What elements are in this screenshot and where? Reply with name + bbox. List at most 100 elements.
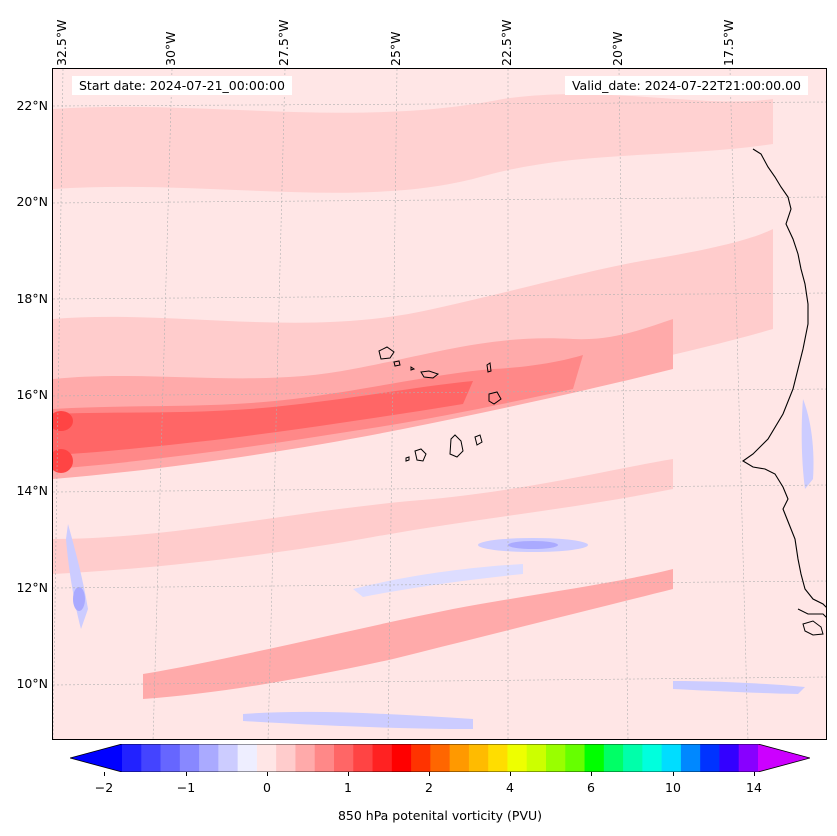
island-santiago [449, 434, 464, 458]
lon-label-27-5w: 27.5°W [276, 19, 291, 66]
colorbar-segment [430, 744, 451, 772]
lat-label-18n: 18°N [16, 291, 48, 306]
graticule-10n [53, 676, 826, 686]
graticule-32-5w [53, 69, 64, 739]
colorbar-segment [642, 744, 663, 772]
colorbar-segment [546, 744, 566, 772]
colorbar-segment [603, 744, 624, 772]
lon-label-20w: 20°W [610, 31, 625, 66]
lon-label-17-5w: 17.5°W [721, 19, 736, 66]
colorbar-segment [661, 744, 682, 772]
colorbar-segment [449, 744, 470, 772]
graticule-14n [53, 484, 826, 493]
colorbar-segment [256, 744, 277, 772]
pv-band-13N [53, 459, 673, 574]
island-santo-antao [378, 346, 395, 360]
island-brava [405, 456, 410, 462]
colorbar-segment [199, 744, 219, 772]
valid-date-box: Valid_date: 2024-07-22T21:00:00.00 [564, 76, 808, 95]
colorbar-segment [468, 744, 489, 772]
lon-label-32-5w: 32.5°W [54, 19, 69, 66]
cb-tick-4: 4 [506, 780, 514, 795]
colorbar-segment [391, 744, 412, 772]
colorbar-segment [334, 744, 354, 772]
cb-tickmark [673, 772, 674, 776]
colorbar-svg [68, 743, 812, 773]
colorbar-segment [372, 744, 393, 772]
cape-verde-islands [378, 346, 502, 462]
coast-guinea-bissau [797, 608, 826, 618]
pv-band-16N [53, 94, 773, 479]
cb-tick-6: 6 [587, 780, 595, 795]
lat-label-12n: 12°N [16, 580, 48, 595]
pv-band-10N [143, 569, 673, 699]
colorbar-extend-low [70, 744, 122, 772]
bijagos-islands [802, 620, 824, 636]
island-sal [486, 362, 492, 373]
graticule-12n [53, 580, 826, 589]
cb-tick-0: 0 [263, 780, 271, 795]
cb-tickmark [267, 772, 268, 776]
colorbar-segment [738, 744, 759, 772]
lat-label-20n: 20°N [16, 194, 48, 209]
cb-tickmark [754, 772, 755, 776]
island-sao-nicolau [420, 370, 440, 379]
lat-label-14n: 14°N [16, 483, 48, 498]
neg-pv-12N [353, 564, 523, 597]
graticule-16n [53, 388, 826, 397]
negative-pv-band-9N [66, 399, 814, 729]
neg-pv-9N-outer [243, 711, 473, 729]
colorbar [68, 743, 812, 773]
colorbar-segment [218, 744, 239, 772]
cb-tick-10: 10 [665, 780, 681, 795]
colorbar-segment [179, 744, 200, 772]
pv-contour-north [53, 94, 773, 193]
colorbar-segment [141, 744, 162, 772]
colorbar-label: 850 hPa potenital vorticity (PVU) [337, 808, 543, 823]
island-fogo [414, 448, 427, 462]
graticule-20n [53, 196, 826, 204]
cb-tick-1: 1 [344, 780, 352, 795]
cb-tick-neg2: −2 [94, 780, 114, 795]
lon-label-22-5w: 22.5°W [499, 19, 514, 66]
colorbar-segment [160, 744, 181, 772]
colorbar-extend-high [758, 744, 810, 772]
colorbar-segment [295, 744, 316, 772]
cb-tick-14: 14 [746, 780, 762, 795]
colorbar-segment [526, 744, 547, 772]
cb-tickmark [186, 772, 187, 776]
west-african-coast [741, 148, 826, 608]
island-sao-vicente [393, 360, 401, 367]
graticule-22n [53, 101, 826, 107]
pv-max-west-2 [53, 449, 73, 473]
lon-label-25w: 25°W [388, 31, 403, 66]
colorbar-segment [276, 744, 296, 772]
graticule-17-5w [729, 69, 749, 739]
pv-map [52, 68, 827, 740]
colorbar-segment [623, 744, 643, 772]
neg-pv-10N-east [673, 681, 805, 694]
lat-label-16n: 16°N [16, 387, 48, 402]
neg-pv-13N-core [508, 541, 558, 549]
colorbar-segment [700, 744, 720, 772]
cb-tick-neg1: −1 [176, 780, 196, 795]
colorbar-segment [353, 744, 374, 772]
negative-pv-band-13N [353, 538, 588, 597]
graticule-20w [618, 69, 629, 739]
lon-label-30w: 30°W [163, 31, 178, 66]
cb-tickmark [104, 772, 105, 776]
graticule [53, 69, 826, 739]
cb-tickmark [348, 772, 349, 776]
cb-tickmark [591, 772, 592, 776]
lat-label-10n: 10°N [16, 676, 48, 691]
colorbar-segment [584, 744, 605, 772]
colorbar-segment [488, 744, 508, 772]
graticule-30w [152, 69, 173, 739]
neg-pv-coast [801, 399, 814, 489]
start-date-box: Start date: 2024-07-21_00:00:00 [72, 76, 292, 95]
pv-max-west [53, 411, 73, 431]
graticule-25w [387, 69, 398, 739]
island-boa-vista [488, 391, 502, 405]
island-santa-luzia [410, 366, 416, 371]
cb-tickmark [429, 772, 430, 776]
